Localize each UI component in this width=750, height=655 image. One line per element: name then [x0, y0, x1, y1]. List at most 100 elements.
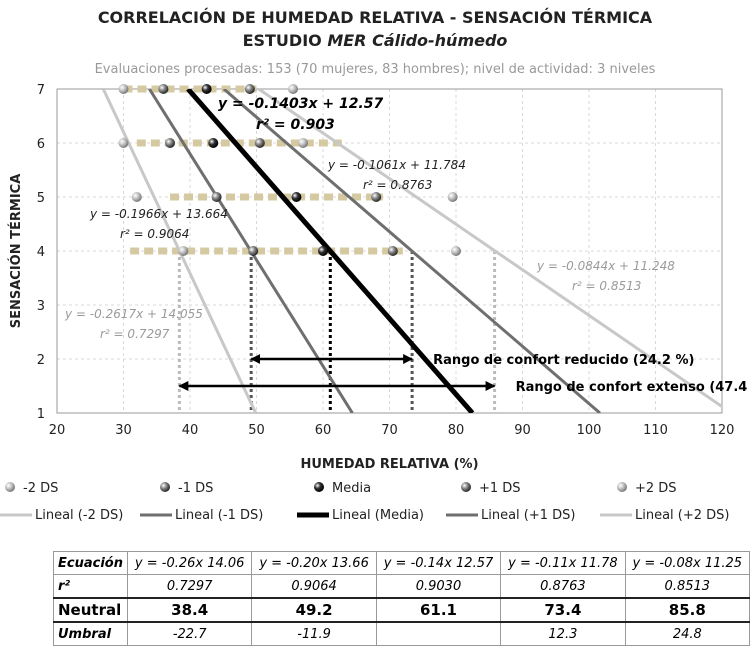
- regression-equation: y = -0.1061x + 11.784: [327, 158, 466, 172]
- table-cell: 49.2: [251, 597, 377, 623]
- data-point: [118, 138, 129, 148]
- regression-equation: y = -0.1403x + 12.57: [218, 96, 383, 112]
- regression-r2: r² = 0.7297: [100, 327, 170, 341]
- table-cell: y = -0.14x 12.57: [375, 551, 502, 575]
- table-cell: y = -0.20x 13.66: [251, 551, 377, 575]
- data-point: [201, 84, 212, 94]
- x-tick-label: 80: [448, 423, 465, 438]
- table-cell: -11.9: [251, 621, 377, 646]
- title-prefix: ESTUDIO: [242, 31, 328, 50]
- data-point: [387, 246, 398, 256]
- table-cell: 0.8513: [624, 574, 750, 599]
- legend-marker: [617, 482, 627, 492]
- x-tick-label: 120: [710, 423, 735, 438]
- table-cell: 24.8: [624, 621, 750, 646]
- table-row-label: Ecuación: [53, 551, 128, 575]
- data-point: [178, 246, 189, 256]
- y-tick-label: 6: [37, 137, 45, 152]
- legend-marker: [461, 482, 471, 492]
- regression-equation: y = -0.2617x + 14.055: [64, 307, 203, 321]
- comfort-range-label: Rango de confort reducido (24.2 %): [433, 353, 694, 368]
- legend-label: +1 DS: [479, 481, 521, 496]
- data-point: [298, 138, 309, 148]
- x-tick-label: 60: [315, 423, 332, 438]
- y-tick-label: 2: [37, 353, 45, 368]
- data-point: [118, 84, 129, 94]
- legend-label: -2 DS: [23, 481, 58, 496]
- data-point: [165, 138, 176, 148]
- table-cell: 38.4: [126, 597, 253, 623]
- legend-marker: [314, 482, 324, 492]
- regression-r2: r² = 0.903: [256, 117, 335, 133]
- legend-label: Lineal (-2 DS): [35, 508, 123, 523]
- y-tick-label: 5: [37, 191, 45, 206]
- summary-table: Ecuación y = -0.26x 14.06 y = -0.20x 13.66…: [53, 551, 750, 646]
- table-cell: 85.8: [624, 597, 750, 623]
- y-axis-label: SENSACIÓN TÉRMICA: [8, 174, 24, 329]
- table-cell: y = -0.11x 11.78: [500, 551, 626, 575]
- regression-line: [186, 89, 475, 413]
- x-axis-label: HUMEDAD RELATIVA (%): [300, 457, 478, 472]
- regression-r2: r² = 0.8763: [363, 178, 432, 192]
- data-point: [211, 192, 222, 202]
- table-cell: y = -0.08x 11.25: [624, 551, 750, 575]
- legend-label: Lineal (-1 DS): [175, 508, 263, 523]
- data-point: [451, 246, 461, 256]
- data-point: [318, 246, 328, 256]
- legend-label: Lineal (+1 DS): [481, 508, 576, 523]
- table-cell: 0.7297: [126, 574, 253, 599]
- data-point: [291, 192, 302, 202]
- table-row: Ecuación y = -0.26x 14.06 y = -0.20x 13.66…: [53, 551, 750, 575]
- x-tick-label: 30: [115, 423, 132, 438]
- table-cell: -22.7: [126, 621, 253, 646]
- legend-label: Lineal (+2 DS): [635, 508, 730, 523]
- legend-label: -1 DS: [178, 481, 213, 496]
- legend-label: +2 DS: [635, 481, 677, 496]
- x-tick-label: 40: [182, 423, 199, 438]
- x-tick-label: 20: [49, 423, 66, 438]
- regression-line: [257, 89, 722, 409]
- plot-frame: [56, 88, 723, 414]
- x-tick-label: 90: [514, 423, 531, 438]
- chart-subtitle: Evaluaciones procesadas: 153 (70 mujeres…: [94, 62, 656, 77]
- regression-r2: r² = 0.9064: [120, 227, 189, 241]
- data-point: [244, 84, 255, 94]
- table-cell: y = -0.26x 14.06: [126, 551, 253, 575]
- table-cell: 0.8763: [500, 574, 626, 599]
- table-row: Umbral -22.7 -11.9 12.3 24.8: [53, 621, 750, 646]
- table-cell: 0.9030: [375, 574, 502, 599]
- regression-line: [222, 89, 601, 413]
- data-point: [248, 246, 259, 256]
- x-tick-label: 50: [248, 423, 265, 438]
- x-tick-label: 100: [577, 423, 602, 438]
- x-tick-label: 70: [381, 423, 398, 438]
- table-cell: 12.3: [500, 621, 626, 646]
- regression-r2: r² = 0.8513: [572, 279, 641, 293]
- table-row: r² 0.7297 0.9064 0.9030 0.8763 0.8513: [53, 574, 750, 599]
- table-cell: [375, 621, 502, 646]
- data-point: [254, 138, 265, 148]
- table-row-label: r²: [53, 574, 128, 599]
- table-row: Neutral 38.4 49.2 61.1 73.4 85.8: [53, 597, 750, 623]
- comfort-range-label: Rango de confort extenso (47.4 %): [516, 380, 750, 395]
- data-point: [208, 138, 219, 148]
- y-tick-label: 1: [37, 407, 45, 422]
- regression-equation: y = -0.1966x + 13.664: [89, 207, 228, 221]
- chart-title: CORRELACIÓN DE HUMEDAD RELATIVA - SENSAC…: [97, 8, 653, 27]
- chart-svg: 20 30 40 50 60 70 80 90 100 110 120 1 2 3 4 5 6 7 HUMEDAD …: [0, 83, 750, 523]
- data-point: [288, 84, 299, 94]
- y-tick-label: 3: [37, 299, 45, 314]
- data-point: [158, 84, 169, 94]
- table-row-label: Neutral: [53, 597, 128, 623]
- legend-marker: [5, 482, 15, 492]
- table-cell: 0.9064: [251, 574, 377, 599]
- x-tick-label: 110: [643, 423, 668, 438]
- title-study-name: MER Cálido-húmedo: [327, 31, 508, 50]
- y-tick-label: 7: [37, 83, 45, 98]
- regression-equation: y = -0.0844x + 11.248: [536, 259, 675, 273]
- data-point: [371, 192, 382, 202]
- legend-label: Media: [332, 481, 371, 496]
- table-cell: 73.4: [500, 597, 626, 623]
- data-point: [447, 192, 458, 202]
- legend-label: Lineal (Media): [332, 508, 424, 523]
